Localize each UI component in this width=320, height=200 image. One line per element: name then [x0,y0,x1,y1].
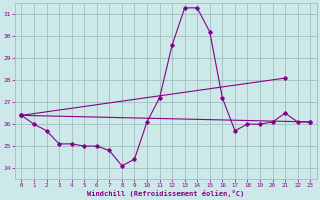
X-axis label: Windchill (Refroidissement éolien,°C): Windchill (Refroidissement éolien,°C) [87,190,244,197]
